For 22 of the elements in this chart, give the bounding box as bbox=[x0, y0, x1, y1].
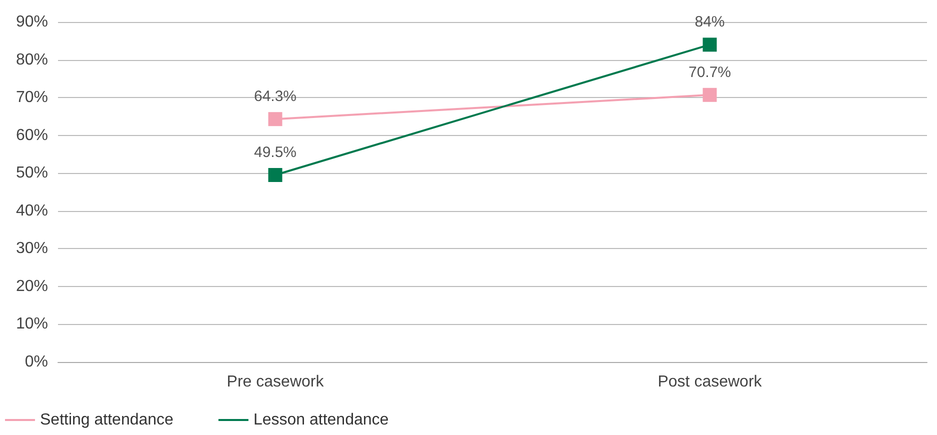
legend-label: Setting attendance bbox=[40, 412, 174, 428]
point bbox=[268, 112, 282, 126]
y-tick-label: 10% bbox=[16, 316, 48, 333]
point bbox=[268, 168, 282, 182]
y-tick-label: 90% bbox=[16, 14, 48, 30]
y-tick-label: 70% bbox=[16, 89, 48, 106]
data-label: 84% bbox=[694, 14, 725, 31]
point bbox=[702, 88, 717, 102]
y-tick-label: 50% bbox=[16, 164, 48, 182]
data-label: 70.7% bbox=[688, 64, 732, 81]
y-tick-label: 60% bbox=[16, 126, 48, 144]
x-tick-label: Post casework bbox=[658, 374, 763, 390]
y-tick-label: 40% bbox=[16, 202, 48, 220]
legend-label: Lesson attendance bbox=[253, 412, 389, 428]
x-tick-label: Pre casework bbox=[226, 374, 325, 390]
data-label: 64.3% bbox=[254, 88, 297, 106]
data-label: 49.5% bbox=[254, 144, 297, 161]
y-tick-label: 20% bbox=[16, 278, 48, 295]
y-tick-label: 80% bbox=[16, 51, 48, 68]
y-tick-label: 30% bbox=[16, 240, 48, 258]
point bbox=[702, 38, 717, 52]
y-tick-label: 0% bbox=[24, 354, 48, 370]
